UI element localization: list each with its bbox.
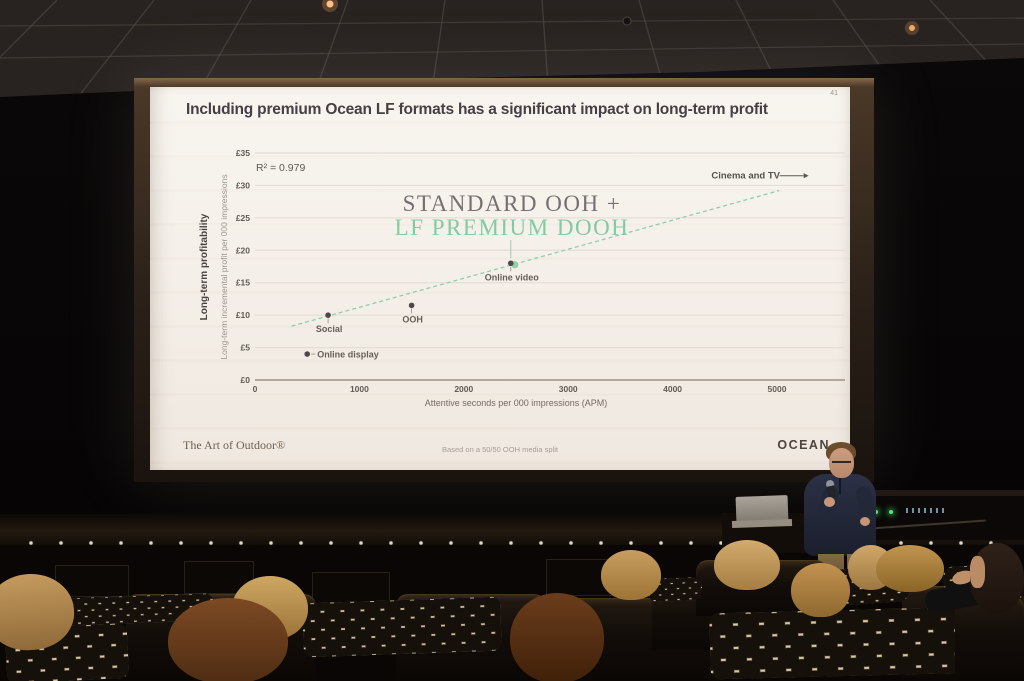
projection-screen: Including premium Ocean LF formats has a… [134, 78, 874, 482]
audience-face-profile [970, 556, 985, 588]
presenter-zip [839, 478, 841, 494]
audience-head [510, 593, 604, 681]
console-led-strip [906, 508, 948, 513]
polka-dot-cushion [302, 596, 502, 658]
av-console [860, 490, 1024, 540]
ceiling [0, 0, 1024, 97]
ceiling-light [326, 0, 334, 8]
green-led [889, 510, 893, 514]
audience-head [601, 550, 661, 600]
slide-page-number: 41 [830, 90, 838, 97]
stage-edge-lights [16, 540, 1016, 546]
presenter-left-hand [860, 517, 870, 526]
ceiling-light [909, 25, 915, 31]
glasses [832, 461, 851, 466]
audience-head [168, 598, 288, 681]
audience-head [714, 540, 780, 590]
presentation-slide: Including premium Ocean LF formats has a… [150, 87, 850, 470]
ceiling-seam [0, 43, 1024, 59]
ceiling-seam [0, 17, 1024, 27]
presenter-face [829, 448, 854, 478]
ceiling-downlight-off [622, 16, 632, 26]
ceiling-seam [75, 0, 155, 97]
footer-brand-logo: OCEAN [777, 438, 830, 452]
green-led [874, 510, 878, 514]
footer-note: Based on a 50/50 OOH media split [442, 445, 558, 454]
audience-head [791, 563, 850, 617]
ceiling-seam [0, 0, 58, 97]
presenter-right-hand [824, 497, 835, 507]
audience-head [876, 545, 944, 592]
slide-title: Including premium Ocean LF formats has a… [186, 101, 768, 118]
footer-brand-tagline: The Art of Outdoor® [183, 438, 286, 452]
polka-dot-cushion [709, 606, 981, 680]
